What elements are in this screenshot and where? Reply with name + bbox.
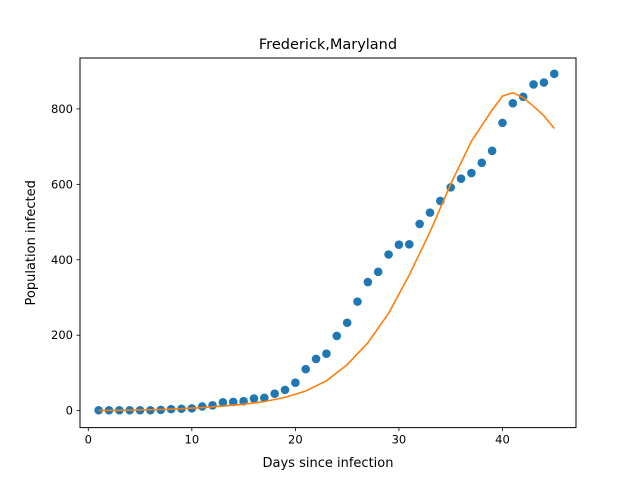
x-tick-label: 20 [288,433,303,447]
data-point [498,118,507,128]
chart-title: Frederick,Maryland [259,37,397,53]
data-point [467,168,476,178]
data-point [425,208,435,217]
data-point [549,69,559,79]
x-tick-label: 30 [392,433,407,447]
data-point [477,158,487,168]
data-point [280,385,290,395]
x-tick-label: 0 [85,433,92,447]
data-point [487,146,497,156]
x-axis: 0 10 20 30 40 [85,427,510,447]
fit-line [98,91,555,412]
y-tick-label: 200 [51,328,73,342]
data-point [208,401,217,410]
axes-frame [79,57,577,429]
data-point [394,240,404,249]
x-axis-label: Days since infection [263,456,394,471]
plot-area [94,69,559,415]
data-point [260,393,269,403]
data-point [228,397,238,407]
data-point [249,394,259,403]
data-point [373,267,383,277]
data-point [363,277,373,287]
data-point [456,174,466,183]
data-point [311,354,321,364]
data-point [342,318,352,328]
data-point [301,364,311,374]
data-point [332,331,342,341]
y-axis: 0 200 400 600 800 [51,102,80,418]
y-tick-label: 400 [51,253,73,267]
y-tick-label: 800 [51,102,73,116]
data-point [529,80,538,89]
data-point [291,378,300,388]
data-point [353,297,362,306]
data-point [539,78,549,87]
data-point [415,219,424,229]
data-point [322,349,331,358]
data-point [404,240,414,249]
data-point [508,98,518,108]
x-tick-label: 40 [495,433,510,447]
y-axis-label: Population infected [24,180,39,305]
y-tick-label: 600 [51,177,73,191]
data-point [197,402,207,411]
data-point [218,398,228,407]
data-point [270,389,279,398]
data-point [384,250,393,259]
x-tick-label: 10 [185,433,200,447]
y-tick-label: 0 [66,404,73,418]
